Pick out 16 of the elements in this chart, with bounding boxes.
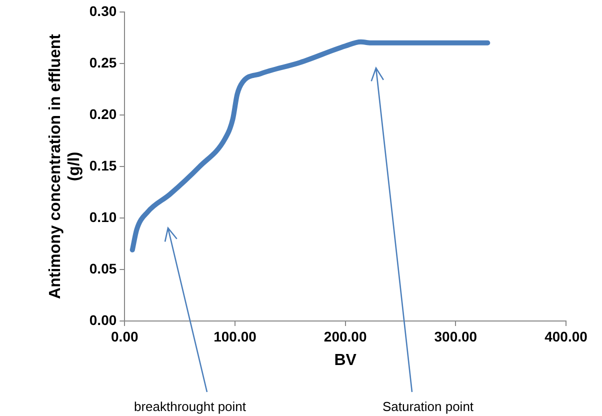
text: Saturation point [382, 399, 474, 414]
y-tick-label: 0.25 [89, 54, 117, 70]
x-tick-label: 400.00 [544, 328, 588, 344]
x-tick-label: 200.00 [324, 328, 367, 344]
y-tick-label: 0.10 [89, 208, 117, 225]
y-tick-label: 0.05 [89, 260, 117, 276]
x-tick-label: 300.00 [434, 328, 478, 344]
y-tick-label: 0.20 [89, 106, 117, 122]
x-tick-label: 100.00 [214, 328, 257, 344]
y-tick-label: 0.30 [89, 2, 117, 19]
y-axis-title: Antimony concentration in effluent (g/l) [47, 33, 84, 299]
y-tick-label: 0.00 [89, 312, 117, 328]
x-tick-label: 0.00 [111, 328, 138, 344]
x-axis-title: BV [334, 352, 357, 369]
text: breakthrought point [134, 399, 246, 414]
y-tick-label: 0.15 [89, 157, 117, 174]
